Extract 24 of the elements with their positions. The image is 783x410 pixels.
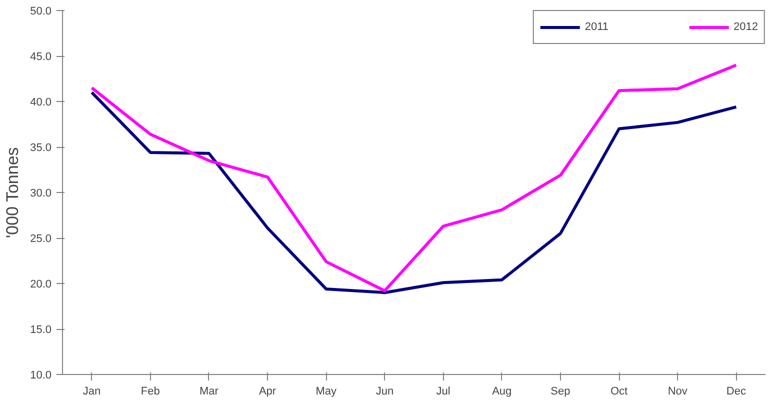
- y-tick-label: 20.0: [30, 278, 52, 290]
- x-tick-label: Jul: [436, 386, 450, 398]
- y-tick-label: 25.0: [30, 233, 52, 245]
- x-tick-label: May: [316, 386, 338, 398]
- x-tick-label: Dec: [726, 386, 746, 398]
- x-tick-label: Sep: [550, 386, 570, 398]
- x-tick-label: Mar: [199, 386, 219, 398]
- y-tick-label: 40.0: [30, 96, 52, 108]
- x-tick-label: Jan: [82, 386, 101, 398]
- x-tick-label: Jun: [376, 386, 394, 398]
- x-tick-label: Oct: [610, 386, 628, 398]
- y-tick-label: 15.0: [30, 324, 52, 336]
- y-tick-label: 35.0: [30, 142, 52, 154]
- y-tick-label: 30.0: [30, 188, 52, 200]
- x-tick-label: Feb: [140, 386, 160, 398]
- y-axis-title: '000 Tonnes: [3, 147, 22, 238]
- x-tick-label: Aug: [492, 386, 512, 398]
- x-tick-label: Apr: [258, 386, 276, 398]
- y-tick-label: 50.0: [30, 6, 52, 18]
- x-tick-label: Nov: [668, 386, 688, 398]
- legend-label: 2012: [734, 21, 758, 33]
- legend-label: 2011: [584, 21, 609, 33]
- y-tick-label: 45.0: [30, 51, 52, 63]
- y-tick-label: 10.0: [30, 370, 52, 382]
